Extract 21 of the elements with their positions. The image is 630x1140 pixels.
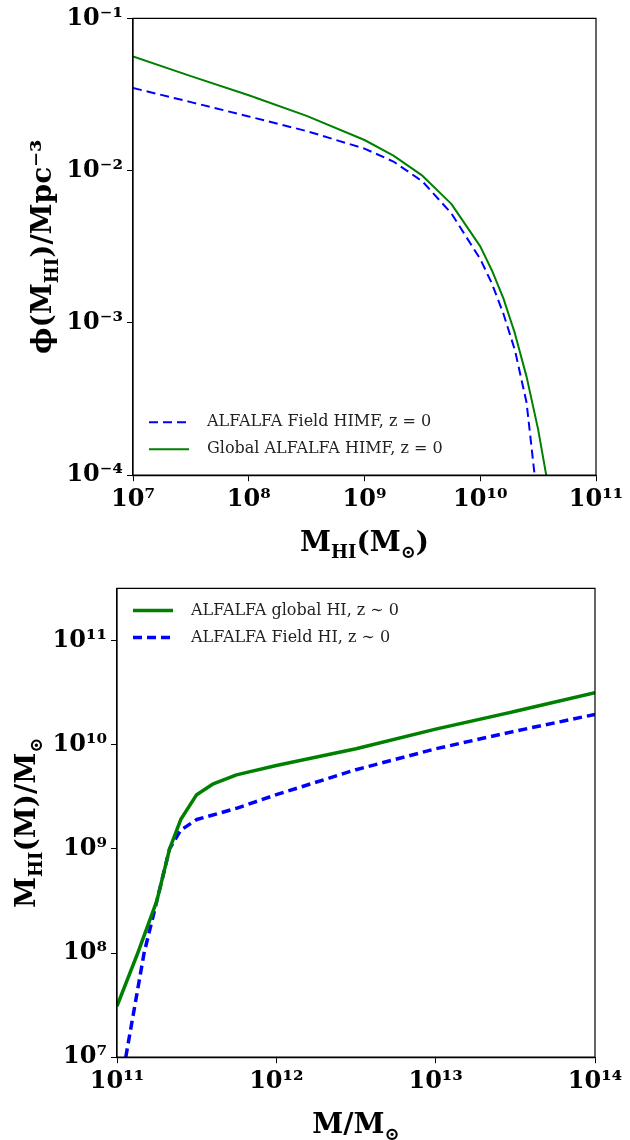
legend-label: ALFALFA Field HI, z ∼ 0 [190, 626, 391, 646]
x-tick-label: 10⁹ [342, 482, 387, 512]
x-tick-label: 10⁸ [226, 482, 271, 512]
y-tick-label: 10⁸ [63, 936, 107, 966]
x-tick-label: 10¹¹ [568, 482, 624, 512]
y-tick-label: 10⁹ [63, 832, 107, 862]
legend-label: ALFALFA global HI, z ∼ 0 [190, 599, 400, 619]
x-tick-label: 10¹² [249, 1064, 304, 1094]
y-tick-label: 10⁻³ [66, 306, 123, 336]
x-tick-label: 10¹⁴ [567, 1064, 623, 1094]
x-tick-label: 10¹⁰ [453, 482, 508, 512]
y-tick-label: 10⁻² [66, 153, 123, 183]
y-tick-label: 10¹¹ [52, 623, 107, 653]
y-tick-label: 10⁻¹ [66, 1, 123, 31]
legend-label: ALFALFA Field HIMF, z = 0 [206, 411, 432, 431]
y-axis-title: ϕ(MHI)/Mpc⁻³ [25, 139, 62, 354]
legend-label: Global ALFALFA HIMF, z = 0 [207, 438, 443, 458]
x-axis-title: M/M⊙ [312, 1107, 400, 1140]
y-axis-title: MHI(M)/M⊙ [9, 737, 46, 908]
x-tick-label: 10¹³ [408, 1064, 463, 1094]
y-tick-label: 10¹⁰ [52, 727, 107, 757]
